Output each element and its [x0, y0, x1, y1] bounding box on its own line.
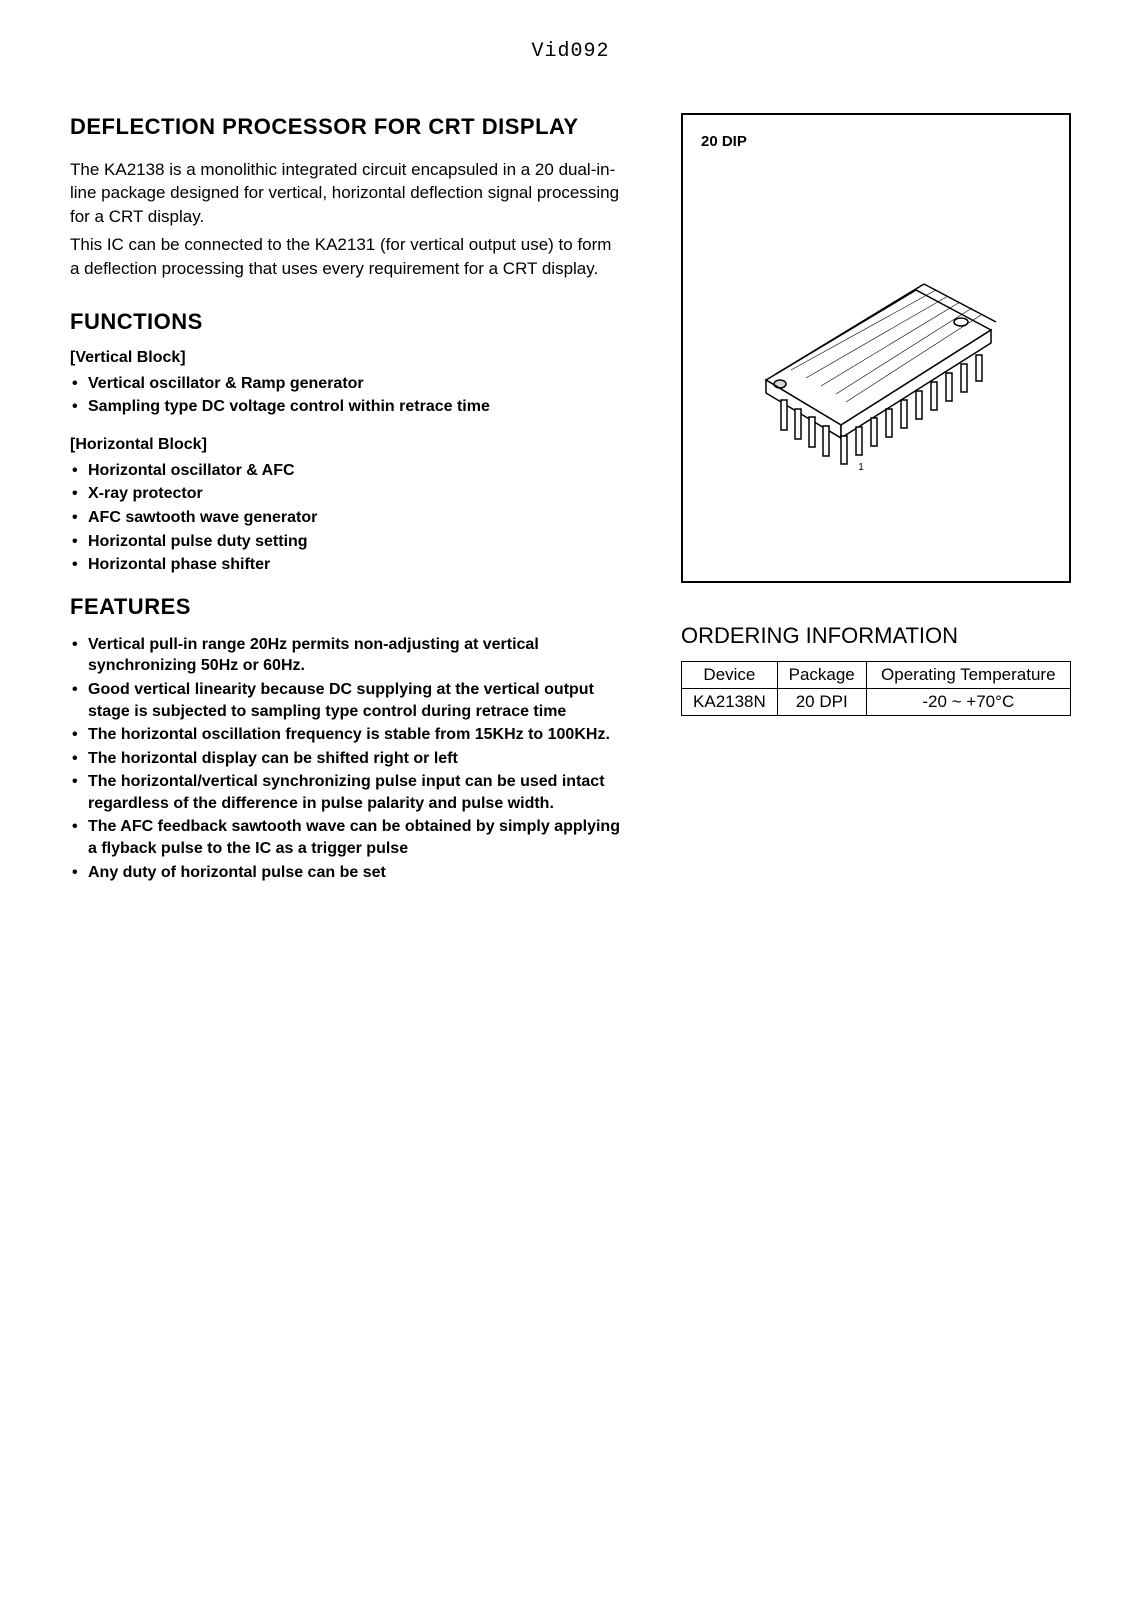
vertical-block-list: Vertical oscillator & Ramp generator Sam…: [70, 373, 621, 418]
left-column: DEFLECTION PROCESSOR FOR CRT DISPLAY The…: [70, 113, 621, 901]
list-item: Horizontal phase shifter: [70, 554, 621, 576]
two-column-layout: DEFLECTION PROCESSOR FOR CRT DISPLAY The…: [70, 113, 1071, 901]
table-cell: KA2138N: [682, 689, 778, 716]
svg-text:1: 1: [858, 462, 864, 473]
list-item: The horizontal display can be shifted ri…: [70, 748, 621, 770]
functions-heading: FUNCTIONS: [70, 309, 621, 335]
table-header-row: Device Package Operating Temperature: [682, 662, 1071, 689]
list-item: Sampling type DC voltage control within …: [70, 396, 621, 418]
list-item: X-ray protector: [70, 483, 621, 505]
list-item: Horizontal pulse duty setting: [70, 531, 621, 553]
vertical-block-label: [Vertical Block]: [70, 349, 621, 367]
list-item: Good vertical linearity because DC suppl…: [70, 679, 621, 722]
table-header: Package: [777, 662, 866, 689]
right-column: 20 DIP: [681, 113, 1071, 901]
list-item: The AFC feedback sawtooth wave can be ob…: [70, 816, 621, 859]
page-title: DEFLECTION PROCESSOR FOR CRT DISPLAY: [70, 113, 621, 142]
list-item: The horizontal oscillation frequency is …: [70, 724, 621, 746]
list-item: Horizontal oscillator & AFC: [70, 460, 621, 482]
table-cell: 20 DPI: [777, 689, 866, 716]
package-label: 20 DIP: [701, 133, 1051, 150]
intro-paragraph-2: This IC can be connected to the KA2131 (…: [70, 233, 621, 281]
list-item: The horizontal/vertical synchronizing pu…: [70, 771, 621, 814]
intro-text: The KA2138 is a monolithic integrated ci…: [70, 158, 621, 281]
doc-id: Vid092: [70, 40, 1071, 63]
table-header: Device: [682, 662, 778, 689]
list-item: Any duty of horizontal pulse can be set: [70, 862, 621, 884]
ordering-table: Device Package Operating Temperature KA2…: [681, 661, 1071, 716]
list-item: AFC sawtooth wave generator: [70, 507, 621, 529]
ordering-heading: ORDERING INFORMATION: [681, 623, 1071, 649]
horizontal-block-label: [Horizontal Block]: [70, 436, 621, 454]
list-item: Vertical pull-in range 20Hz permits non-…: [70, 634, 621, 677]
package-box: 20 DIP: [681, 113, 1071, 583]
intro-paragraph-1: The KA2138 is a monolithic integrated ci…: [70, 158, 621, 229]
features-heading: FEATURES: [70, 594, 621, 620]
dip-chip-icon: 1: [746, 260, 1006, 480]
table-row: KA2138N 20 DPI -20 ~ +70°C: [682, 689, 1071, 716]
horizontal-block-list: Horizontal oscillator & AFC X-ray protec…: [70, 460, 621, 576]
datasheet-page: Vid092 DEFLECTION PROCESSOR FOR CRT DISP…: [0, 0, 1131, 1600]
list-item: Vertical oscillator & Ramp generator: [70, 373, 621, 395]
table-header: Operating Temperature: [866, 662, 1070, 689]
features-list: Vertical pull-in range 20Hz permits non-…: [70, 634, 621, 884]
table-cell: -20 ~ +70°C: [866, 689, 1070, 716]
